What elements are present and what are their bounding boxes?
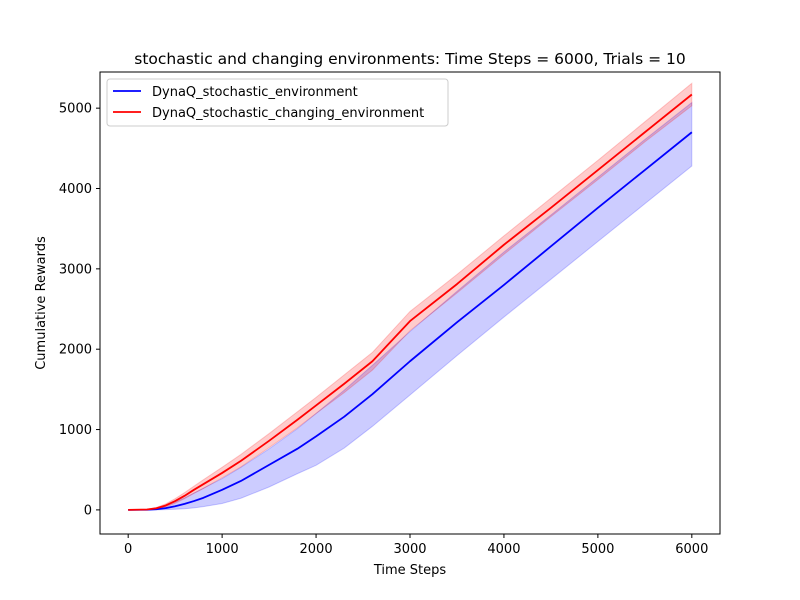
x-tick-label: 6000 xyxy=(675,542,708,557)
x-tick-label: 2000 xyxy=(300,542,333,557)
series-lines xyxy=(128,93,693,511)
legend-label-stochastic: DynaQ_stochastic_environment xyxy=(152,85,358,100)
x-axis: 0 1000 2000 3000 4000 5000 6000 xyxy=(124,534,708,557)
line-stochastic xyxy=(128,131,693,511)
x-tick-label: 4000 xyxy=(487,542,520,557)
line-changing xyxy=(128,93,693,511)
chart-title: stochastic and changing environments: Ti… xyxy=(134,50,686,68)
y-tick-label: 0 xyxy=(84,503,92,518)
y-tick-label: 3000 xyxy=(59,262,92,277)
y-tick-label: 2000 xyxy=(59,343,92,358)
y-axis-label: Cumulative Rewards xyxy=(34,236,49,370)
y-tick-label: 4000 xyxy=(59,182,92,197)
legend-label-changing: DynaQ_stochastic_changing_environment xyxy=(152,106,424,121)
legend-box xyxy=(106,78,449,127)
x-tick-label: 1000 xyxy=(206,542,239,557)
y-tick-label: 1000 xyxy=(59,423,92,438)
y-tick-label: 5000 xyxy=(59,102,92,117)
x-tick-label: 3000 xyxy=(393,542,426,557)
x-tick-label: 5000 xyxy=(581,542,614,557)
legend: DynaQ_stochastic_environment DynaQ_stoch… xyxy=(106,78,449,127)
y-axis: 0 1000 2000 3000 4000 5000 xyxy=(59,102,100,518)
x-tick-label: 0 xyxy=(124,542,132,557)
x-axis-label: Time Steps xyxy=(373,563,447,578)
band-stochastic xyxy=(128,101,693,511)
